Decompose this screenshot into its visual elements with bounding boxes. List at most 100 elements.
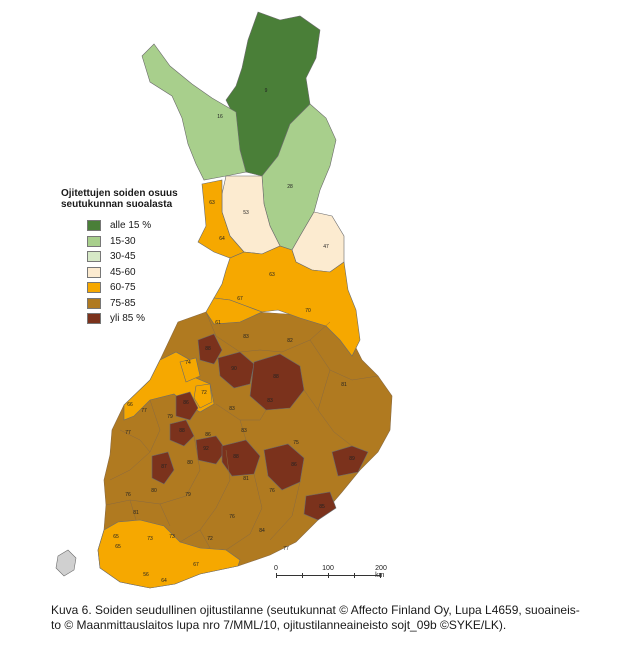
legend-item: 15-30 xyxy=(61,234,251,250)
legend-label: yli 85 % xyxy=(110,313,146,325)
region-south-coast xyxy=(97,519,241,589)
region-value-label: 86 xyxy=(291,462,297,468)
region-value-label: 28 xyxy=(287,184,293,190)
legend-label: alle 15 % xyxy=(110,220,152,232)
map: 9 16 28 53 47 63 64 63 67 70 61 88 83 82 74 90 88 81 72 66 7… xyxy=(55,11,393,589)
region-value-label: 82 xyxy=(287,338,293,344)
region-value-label: 75 xyxy=(293,440,299,446)
region-labels: 9 16 28 53 47 63 64 63 67 70 61 88 83 82 74 90 88 81 72 66 7… xyxy=(113,88,355,584)
region-dark-1 xyxy=(197,333,223,365)
region-value-label: 53 xyxy=(243,210,249,216)
caption-line2: to © Maanmittauslaitos lupa nro 7/MML/10… xyxy=(51,618,507,632)
caption-line1: Kuva 6. Soiden seudullinen ojitustilanne… xyxy=(51,603,580,617)
region-value-label: 65 xyxy=(115,544,121,550)
legend-item: 30-45 xyxy=(61,249,251,265)
region-dark-5 xyxy=(169,419,195,447)
region-value-label: 72 xyxy=(201,390,207,396)
region-value-label: 47 xyxy=(323,244,329,250)
region-value-label: 83 xyxy=(229,406,235,412)
legend-swatch xyxy=(87,282,101,294)
region-dark-10 xyxy=(331,445,369,477)
region-value-label: 88 xyxy=(273,374,279,380)
region-value-label: 56 xyxy=(143,572,149,578)
region-dark-11 xyxy=(303,491,337,521)
region-value-label: 63 xyxy=(269,272,275,278)
region-value-label: 80 xyxy=(187,460,193,466)
region-value-label: 73 xyxy=(147,536,153,542)
region-value-label: 87 xyxy=(161,464,167,470)
finland-map: 9 16 28 53 47 63 64 63 67 70 61 88 83 82 74 90 88 81 72 66 7… xyxy=(55,11,393,589)
legend-list: alle 15 % 15-30 30-45 45-60 60-75 75-85 yli 85… xyxy=(61,218,251,327)
scale-bar: 0 100 200 km xyxy=(272,565,392,585)
legend-title: Ojitettujen soiden osuus seutukunnan suo… xyxy=(61,188,251,210)
legend-swatch xyxy=(87,313,101,325)
legend-label: 15-30 xyxy=(110,235,136,247)
region-value-label: 83 xyxy=(243,334,249,340)
figure-caption: Kuva 6. Soiden seudullinen ojitustilanne… xyxy=(51,603,616,633)
legend-label: 75-85 xyxy=(110,297,136,309)
region-value-label: 77 xyxy=(283,546,289,552)
scale-tick xyxy=(380,573,381,578)
legend-title-line1: Ojitettujen soiden osuus xyxy=(61,188,178,199)
region-inland-2 xyxy=(193,383,213,409)
legend-title-line2: seutukunnan suoalasta xyxy=(61,199,173,210)
scale-label-200: 200 km xyxy=(375,565,387,579)
region-value-label: 63 xyxy=(209,200,215,206)
legend-item: 75-85 xyxy=(61,296,251,312)
scale-tick xyxy=(328,573,329,578)
legend-label: 60-75 xyxy=(110,282,136,294)
region-value-label: 70 xyxy=(305,308,311,314)
region-aland xyxy=(55,549,77,577)
region-value-label: 66 xyxy=(127,402,133,408)
region-value-label: 81 xyxy=(341,382,347,388)
region-raahe xyxy=(205,297,263,325)
region-value-label: 67 xyxy=(193,562,199,568)
region-value-label: 65 xyxy=(113,534,119,540)
region-value-label: 86 xyxy=(205,432,211,438)
legend-item: yli 85 % xyxy=(61,311,251,327)
region-dark-4 xyxy=(175,391,199,421)
region-value-label: 77 xyxy=(141,408,147,414)
legend-swatch xyxy=(87,297,101,309)
region-value-label: 76 xyxy=(269,488,275,494)
scale-tick xyxy=(276,573,277,578)
legend-item: 45-60 xyxy=(61,265,251,281)
region-value-label: 81 xyxy=(243,476,249,482)
region-value-label: 89 xyxy=(349,456,355,462)
region-value-label: 88 xyxy=(205,346,211,352)
region-value-label: 9 xyxy=(265,88,268,94)
region-inland-1 xyxy=(179,357,201,383)
scale-tick xyxy=(302,573,303,578)
legend-item: 60-75 xyxy=(61,280,251,296)
region-value-label: 84 xyxy=(259,528,265,534)
legend-swatch xyxy=(87,220,101,232)
region-dark-3 xyxy=(249,353,305,411)
region-value-label: 83 xyxy=(267,398,273,404)
region-dark-9 xyxy=(151,451,175,485)
region-value-label: 80 xyxy=(151,488,157,494)
legend-label: 30-45 xyxy=(110,251,136,263)
region-value-label: 88 xyxy=(233,454,239,460)
legend-swatch xyxy=(87,251,101,263)
region-lapland-west xyxy=(141,43,247,181)
region-value-label: 79 xyxy=(185,492,191,498)
map-legend: Ojitettujen soiden osuus seutukunnan suo… xyxy=(61,188,251,327)
region-value-label: 16 xyxy=(217,114,223,120)
region-value-label: 76 xyxy=(125,492,131,498)
scale-label-0: 0 xyxy=(274,565,278,572)
region-value-label: 83 xyxy=(241,428,247,434)
legend-swatch xyxy=(87,266,101,278)
region-value-label: 61 xyxy=(215,320,221,326)
region-value-label: 67 xyxy=(237,296,243,302)
region-value-label: 90 xyxy=(231,366,237,372)
region-value-label: 86 xyxy=(183,400,189,406)
region-value-label: 92 xyxy=(203,446,209,452)
region-borders xyxy=(105,311,379,551)
region-value-label: 85 xyxy=(319,504,325,510)
region-value-label: 76 xyxy=(229,514,235,520)
region-value-label: 72 xyxy=(207,536,213,542)
region-value-label: 88 xyxy=(179,428,185,434)
legend-label: 45-60 xyxy=(110,266,136,278)
region-value-label: 64 xyxy=(219,236,225,242)
region-value-label: 74 xyxy=(185,360,191,366)
